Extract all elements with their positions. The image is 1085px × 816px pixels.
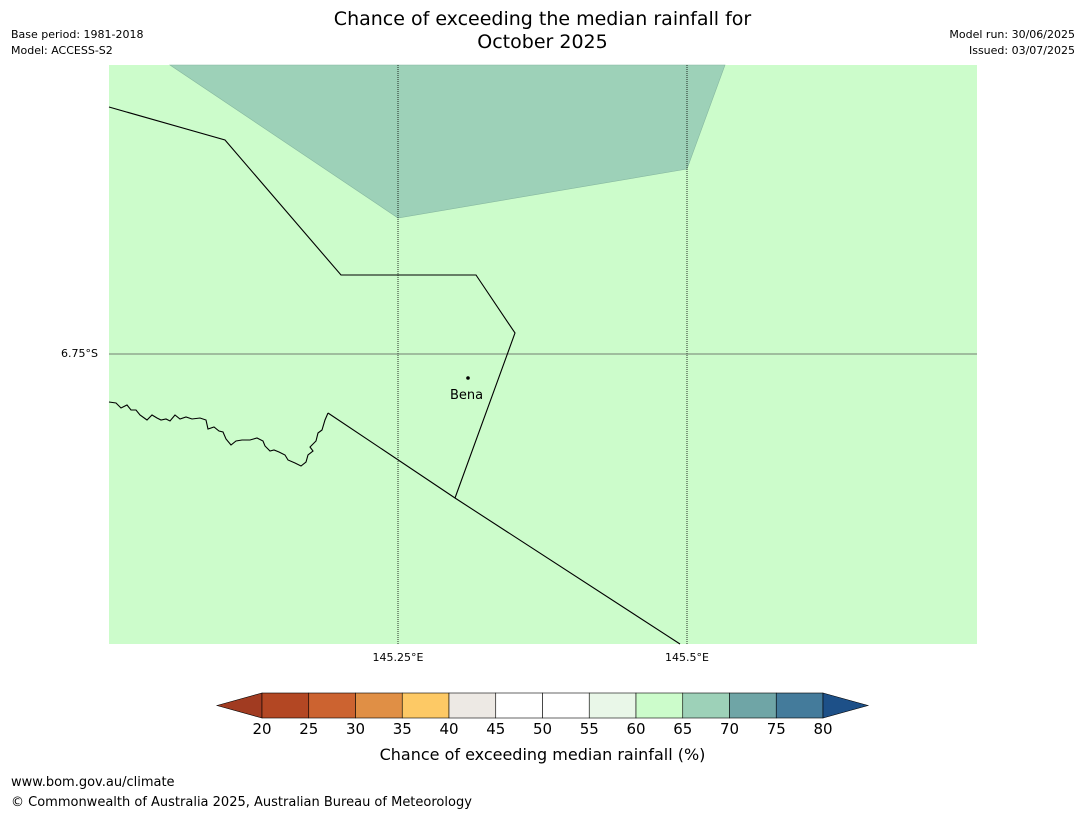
meta-left: Base period: 1981-2018 Model: ACCESS-S2 <box>11 27 143 59</box>
colorbar-bin-45-50 <box>495 692 543 719</box>
colorbar-tick-60: 60 <box>626 720 646 738</box>
model-name: Model: ACCESS-S2 <box>11 44 113 57</box>
colorbar <box>215 692 870 719</box>
colorbar-tick-50: 50 <box>532 720 553 738</box>
colorbar-tick-65: 65 <box>673 720 693 738</box>
district-boundary <box>108 106 516 499</box>
colorbar-bin-70-75 <box>729 692 777 719</box>
colorbar-bin-75-80 <box>775 692 824 719</box>
colorbar-tick-35: 35 <box>392 720 412 738</box>
colorbar-bin-35-40 <box>401 692 450 719</box>
colorbar-bin-55-60 <box>588 692 637 719</box>
colorbar-bin-60-65 <box>635 692 684 719</box>
colorbar-tick-70: 70 <box>719 720 740 738</box>
meta-right: Model run: 30/06/2025 Issued: 03/07/2025 <box>949 27 1075 59</box>
colorbar-bin-40-45 <box>448 692 497 719</box>
colorbar-bin-25-30 <box>308 692 356 719</box>
footer-copyright: © Commonwealth of Australia 2025, Austra… <box>11 795 472 810</box>
coastline-river-boundary <box>108 401 329 467</box>
lon-label-145-25: 145.25°E <box>372 651 424 664</box>
colorbar-tick-40: 40 <box>439 720 459 738</box>
title-line-2: October 2025 <box>477 31 608 53</box>
place-marker-bena <box>466 376 470 380</box>
colorbar-bin-30-35 <box>355 692 403 719</box>
colorbar-tick-45: 45 <box>486 720 506 738</box>
colorbar-bin-20-25 <box>261 692 310 719</box>
colorbar-extend-high <box>822 692 870 719</box>
lat-label: 6.75°S <box>61 347 98 360</box>
district-boundary-south <box>327 412 681 645</box>
colorbar-tick-75: 75 <box>766 720 786 738</box>
chart-title: Chance of exceeding the median rainfall … <box>0 8 1085 54</box>
colorbar-bin-65-70 <box>682 692 730 719</box>
colorbar-tick-55: 55 <box>579 720 599 738</box>
colorbar-tick-20: 20 <box>252 720 272 738</box>
colorbar-extend-low <box>215 692 263 719</box>
lon-label-145-5: 145.5°E <box>665 651 709 664</box>
footer-url: www.bom.gov.au/climate <box>11 775 175 790</box>
colorbar-bin-50-55 <box>542 692 590 719</box>
place-label-bena: Bena <box>450 388 484 403</box>
issued-date: Issued: 03/07/2025 <box>968 44 1075 57</box>
title-line-1: Chance of exceeding the median rainfall … <box>333 8 752 30</box>
colorbar-tick-30: 30 <box>345 720 366 738</box>
colorbar-label: Chance of exceeding median rainfall (%) <box>379 745 706 764</box>
base-period: Base period: 1981-2018 <box>11 28 144 41</box>
colorbar-tick-80: 80 <box>813 720 833 738</box>
colorbar-tick-25: 25 <box>299 720 319 738</box>
model-run: Model run: 30/06/2025 <box>949 28 1075 41</box>
